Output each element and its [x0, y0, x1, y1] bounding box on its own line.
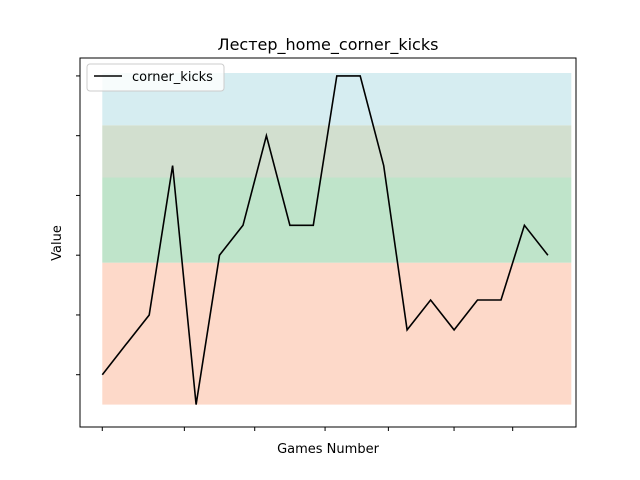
legend-label-corner-kicks: corner_kicks	[132, 70, 213, 85]
x-axis-label: Games Number	[277, 442, 379, 457]
background-band-2	[102, 177, 572, 263]
series-line-corner-kicks	[101, 75, 549, 405]
background-band-1	[102, 262, 572, 405]
y-axis-label: Value	[50, 225, 65, 261]
plot-area-frame	[79, 57, 577, 428]
chart-title: Лестер_home_corner_kicks	[218, 35, 439, 55]
x-axis-ticks	[101, 427, 514, 431]
background-band-3	[102, 125, 572, 178]
legend-box	[86, 63, 225, 92]
legend: corner_kicks	[86, 63, 225, 92]
y-axis-ticks	[76, 75, 80, 376]
background-bands	[102, 73, 572, 405]
